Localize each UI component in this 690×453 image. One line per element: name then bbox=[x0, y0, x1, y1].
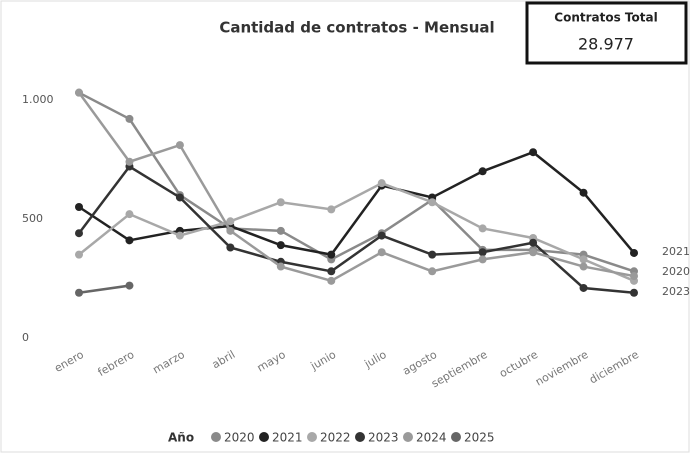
point bbox=[630, 272, 638, 281]
end-label: 2020 bbox=[662, 265, 690, 278]
point bbox=[478, 248, 487, 257]
y-tick-label: 500 bbox=[22, 212, 43, 225]
legend-swatch bbox=[403, 432, 413, 442]
series-line bbox=[77, 91, 635, 283]
series-line bbox=[78, 284, 130, 294]
point bbox=[75, 288, 83, 297]
legend-label: 2021 bbox=[272, 431, 303, 445]
point bbox=[226, 243, 235, 252]
point bbox=[478, 255, 487, 264]
point bbox=[428, 198, 437, 207]
point bbox=[327, 267, 336, 276]
chart-title: Cantidad de contratos - Mensual bbox=[219, 19, 494, 37]
point bbox=[478, 224, 487, 233]
point bbox=[579, 262, 588, 271]
point bbox=[428, 267, 437, 276]
end-label: 2021 bbox=[662, 245, 690, 258]
series-line bbox=[78, 181, 635, 282]
point bbox=[529, 238, 538, 247]
point bbox=[125, 210, 134, 219]
point bbox=[276, 226, 285, 235]
kpi-value: 28.977 bbox=[578, 35, 634, 54]
point bbox=[579, 188, 588, 197]
point bbox=[630, 288, 638, 297]
legend-swatch bbox=[451, 432, 461, 442]
legend-swatch bbox=[355, 432, 365, 442]
point bbox=[276, 262, 285, 271]
point bbox=[75, 88, 83, 97]
point bbox=[276, 198, 285, 207]
point bbox=[125, 281, 134, 290]
point bbox=[75, 203, 83, 211]
point bbox=[377, 179, 386, 188]
legend-title: Año bbox=[168, 431, 194, 445]
kpi-card bbox=[525, 1, 688, 65]
point bbox=[579, 255, 588, 264]
point bbox=[175, 141, 184, 150]
point bbox=[579, 283, 588, 292]
legend-label: 2025 bbox=[464, 431, 495, 445]
point bbox=[75, 250, 83, 259]
point bbox=[175, 231, 184, 240]
kpi-title: Contratos Total bbox=[554, 11, 657, 25]
point bbox=[226, 217, 235, 226]
point bbox=[75, 229, 83, 238]
point bbox=[327, 205, 336, 214]
y-tick-label: 0 bbox=[22, 331, 29, 344]
point bbox=[529, 148, 538, 157]
point bbox=[529, 248, 538, 257]
legend-swatch bbox=[307, 432, 317, 442]
legend-swatch bbox=[259, 432, 269, 442]
point bbox=[327, 250, 336, 259]
point bbox=[125, 236, 134, 245]
legend-label: 2023 bbox=[368, 431, 399, 445]
legend-label: 2024 bbox=[416, 431, 447, 445]
series-line bbox=[78, 164, 635, 294]
point bbox=[327, 276, 336, 285]
point bbox=[478, 167, 487, 176]
end-label: 2023 bbox=[662, 285, 690, 298]
point bbox=[377, 231, 386, 240]
point bbox=[377, 248, 386, 257]
point bbox=[428, 250, 437, 259]
point bbox=[175, 193, 184, 202]
point bbox=[276, 241, 285, 250]
point bbox=[125, 157, 134, 166]
legend-label: 2022 bbox=[320, 431, 351, 445]
point bbox=[630, 248, 638, 257]
y-tick-label: 1.000 bbox=[22, 93, 54, 106]
point bbox=[226, 226, 235, 235]
legend-label: 2020 bbox=[224, 431, 255, 445]
legend-swatch bbox=[211, 432, 221, 442]
point bbox=[125, 114, 134, 123]
